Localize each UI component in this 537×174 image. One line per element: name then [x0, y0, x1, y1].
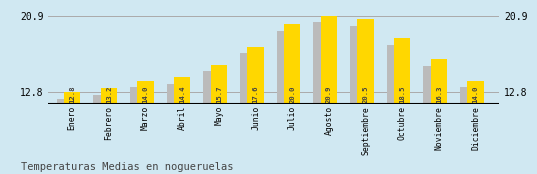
- Bar: [247, 47, 264, 104]
- Bar: [277, 31, 297, 104]
- Text: 18.5: 18.5: [399, 86, 405, 104]
- Text: 13.2: 13.2: [106, 86, 112, 104]
- Bar: [460, 87, 480, 104]
- Bar: [350, 26, 370, 104]
- Bar: [357, 19, 374, 104]
- Bar: [423, 66, 444, 104]
- Text: 14.0: 14.0: [473, 86, 478, 104]
- Text: 12.8: 12.8: [69, 86, 75, 104]
- Bar: [240, 53, 260, 104]
- Text: 17.6: 17.6: [252, 86, 258, 104]
- Bar: [321, 16, 337, 104]
- Text: 20.5: 20.5: [362, 86, 368, 104]
- Text: 14.4: 14.4: [179, 86, 185, 104]
- Bar: [93, 95, 113, 104]
- Bar: [284, 24, 301, 104]
- Text: 14.0: 14.0: [142, 86, 149, 104]
- Text: 16.3: 16.3: [436, 86, 442, 104]
- Bar: [130, 87, 150, 104]
- Text: 20.9: 20.9: [326, 86, 332, 104]
- Bar: [467, 81, 484, 104]
- Bar: [431, 59, 447, 104]
- Bar: [204, 71, 223, 104]
- Text: Temperaturas Medias en nogueruelas: Temperaturas Medias en nogueruelas: [21, 162, 234, 172]
- Text: 20.0: 20.0: [289, 86, 295, 104]
- Bar: [394, 38, 410, 104]
- Bar: [166, 84, 187, 104]
- Bar: [387, 45, 407, 104]
- Bar: [64, 92, 81, 104]
- Bar: [313, 22, 333, 104]
- Bar: [56, 99, 77, 104]
- Text: 15.7: 15.7: [216, 86, 222, 104]
- Bar: [100, 88, 117, 104]
- Bar: [174, 77, 191, 104]
- Bar: [211, 65, 227, 104]
- Bar: [137, 81, 154, 104]
